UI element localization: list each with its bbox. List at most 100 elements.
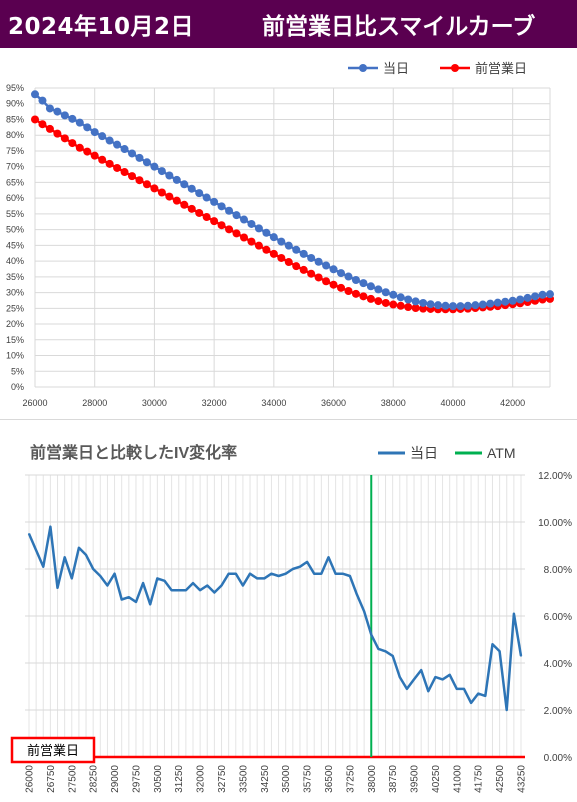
series-point-iv-change [370, 634, 373, 636]
series-point-iv-change [142, 582, 144, 584]
x-tick-label: 30000 [142, 398, 167, 408]
series-point-iv-change [505, 709, 508, 711]
series-point-today [448, 302, 457, 311]
series-point-iv-change [249, 572, 251, 575]
y-tick-label: 8.00% [544, 565, 572, 576]
y-tick-label: 15% [6, 335, 24, 345]
series-point-iv-change [441, 678, 444, 681]
series-point-today [337, 269, 346, 278]
series-point-prev [381, 298, 390, 307]
x-tick-label: 36500 [324, 765, 335, 793]
x-tick-label: 34250 [260, 765, 271, 793]
series-point-iv-change [277, 575, 280, 577]
series-point-prev [344, 287, 353, 296]
series-point-iv-change [177, 589, 180, 591]
series-point-today [128, 149, 137, 158]
y-tick-label: 80% [6, 130, 24, 140]
series-line-today [34, 93, 551, 308]
y-tick-label: 55% [6, 209, 24, 219]
series-point-prev [187, 204, 196, 213]
series-point-prev [254, 241, 263, 250]
series-point-prev [105, 159, 114, 168]
series-point-iv-change [49, 525, 52, 528]
x-tick-label: 36000 [321, 398, 346, 408]
series-point-prev [411, 304, 420, 313]
series-point-prev [38, 120, 47, 129]
series-point-prev [404, 303, 413, 312]
series-point-iv-change [299, 565, 301, 568]
series-point-today [322, 261, 331, 270]
series-point-iv-change [498, 650, 501, 653]
series-point-today [195, 189, 204, 198]
series-point-iv-change [292, 568, 294, 570]
series-point-prev [68, 139, 77, 148]
series-point-prev [202, 213, 211, 222]
series-point-prev [307, 269, 316, 278]
x-tick-label: 40000 [440, 398, 465, 408]
series-point-iv-change [263, 577, 266, 580]
series-point-iv-change [420, 669, 422, 671]
series-point-today [523, 293, 532, 302]
series-point-iv-change [113, 572, 116, 575]
title-banner: 2024年10月2日 前営業日比スマイルカーブ [0, 0, 577, 48]
series-point-today [307, 253, 316, 262]
series-point-today [225, 206, 234, 215]
series-point-prev [337, 283, 346, 292]
x-tick-label: 41000 [452, 765, 463, 793]
series-point-today [486, 299, 495, 308]
x-tick-label: 34000 [261, 398, 286, 408]
series-point-iv-change [63, 556, 66, 559]
x-tick-label: 40250 [431, 765, 442, 793]
x-tick-label: 39500 [410, 765, 421, 793]
series-point-iv-change [135, 601, 137, 603]
series-point-prev [98, 155, 107, 164]
series-point-today [45, 104, 54, 113]
x-tick-label: 43250 [517, 765, 528, 793]
series-point-today [516, 295, 525, 304]
y-tick-label: 60% [6, 193, 24, 203]
series-point-prev [299, 265, 308, 274]
chart-separator [0, 419, 577, 420]
x-tick-label: 32000 [196, 765, 207, 793]
series-point-iv-change [406, 688, 408, 690]
series-point-today [68, 114, 77, 123]
series-point-iv-change [391, 655, 394, 657]
legend-label: ATM [487, 445, 516, 461]
series-point-today [411, 297, 420, 306]
y-tick-label: 5% [11, 366, 24, 376]
series-point-prev [329, 280, 338, 289]
series-point-prev [419, 304, 428, 313]
series-point-today [538, 290, 547, 299]
date-title: 2024年10月2日 [8, 14, 195, 40]
series-point-iv-change [270, 572, 273, 575]
legend-label: 当日 [383, 61, 409, 76]
x-tick-label: 35000 [281, 765, 292, 793]
x-tick-label: 28000 [82, 398, 107, 408]
series-point-today [60, 111, 69, 120]
series-point-prev [396, 301, 405, 310]
x-tick-label: 35750 [303, 765, 314, 793]
y-tick-label: 10.00% [538, 518, 572, 529]
legend-marker [451, 64, 459, 72]
series-point-today [478, 300, 487, 309]
series-point-prev [180, 200, 189, 209]
legend-label: 当日 [410, 445, 438, 461]
series-point-today [359, 279, 368, 288]
y-tick-label: 40% [6, 256, 24, 266]
series-point-today [471, 301, 480, 310]
x-tick-label: 42500 [495, 765, 506, 793]
series-point-today [404, 295, 413, 304]
series-point-today [165, 171, 174, 180]
series-point-iv-change [56, 587, 59, 589]
series-point-iv-change [320, 572, 323, 575]
series-point-today [463, 301, 472, 310]
series-point-iv-change [185, 589, 187, 591]
series-point-prev [322, 277, 331, 286]
series-point-iv-change [220, 584, 223, 587]
x-tick-label: 29750 [131, 765, 142, 793]
series-point-iv-change [513, 612, 515, 615]
x-tick-label: 38000 [367, 765, 378, 793]
series-point-prev [262, 245, 271, 254]
x-tick-label: 26000 [25, 765, 36, 793]
series-point-today [381, 288, 390, 297]
